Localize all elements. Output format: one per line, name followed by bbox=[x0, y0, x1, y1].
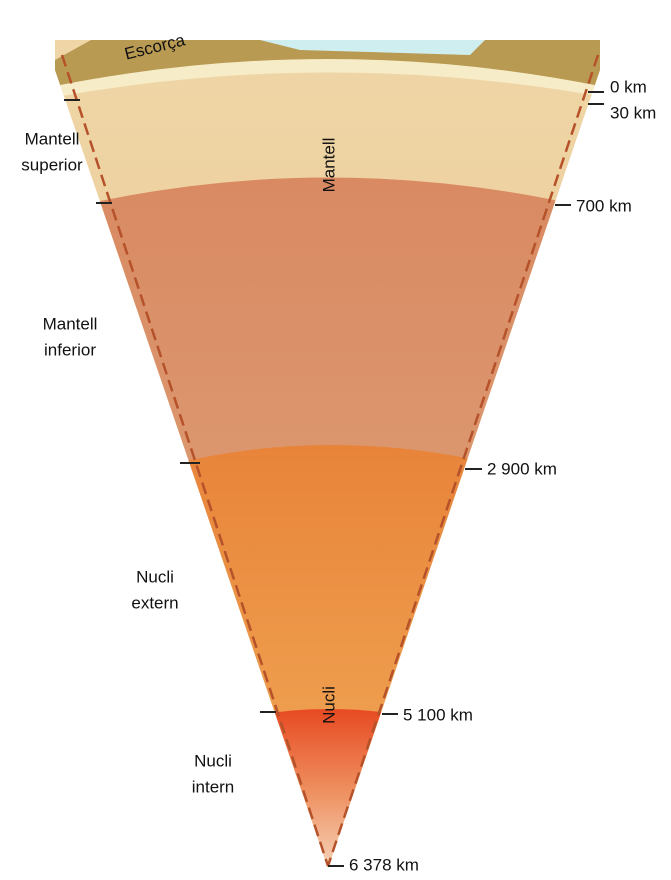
depth-label: 5 100 km bbox=[403, 705, 473, 724]
layer-label: superior bbox=[21, 155, 83, 174]
layer-label: inferior bbox=[44, 340, 96, 359]
mantle-label: Mantell bbox=[319, 138, 338, 193]
inner-core bbox=[240, 709, 420, 875]
layer-label: intern bbox=[192, 777, 235, 796]
depth-label: 30 km bbox=[610, 103, 656, 122]
layer-label: Mantell bbox=[25, 129, 80, 148]
layer-label: extern bbox=[131, 593, 178, 612]
layer-label: Nucli bbox=[136, 567, 174, 586]
depth-label: 2 900 km bbox=[487, 459, 557, 478]
layer-label: Nucli bbox=[194, 751, 232, 770]
depth-label: 700 km bbox=[576, 196, 632, 215]
layer-label: Mantell bbox=[43, 314, 98, 333]
wedge bbox=[0, 0, 671, 875]
depth-label: 6 378 km bbox=[349, 855, 419, 874]
core-label: Nucli bbox=[319, 686, 338, 724]
earth-layers-diagram: Escorça Mantell Nucli Mantell superior M… bbox=[0, 0, 671, 875]
depth-label: 0 km bbox=[610, 77, 647, 96]
